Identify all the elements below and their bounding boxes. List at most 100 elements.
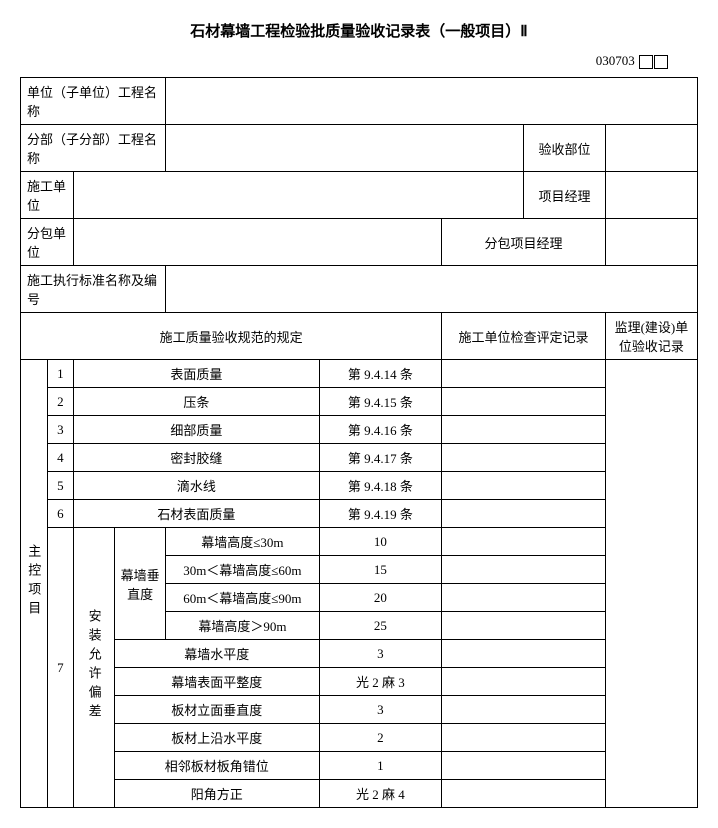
row-check bbox=[442, 528, 606, 556]
table-row: 4 密封胶缝 第 9.4.17 条 bbox=[21, 444, 698, 472]
doc-number: 030703 bbox=[20, 53, 698, 69]
cond: 板材立面垂直度 bbox=[115, 696, 320, 724]
table-row: 相邻板材板角错位 1 bbox=[21, 752, 698, 780]
val: 25 bbox=[319, 612, 442, 640]
subcontract-label: 分包单位 bbox=[21, 219, 74, 266]
std-label: 施工执行标准名称及编号 bbox=[21, 266, 166, 313]
row-num: 5 bbox=[47, 472, 74, 500]
cond: 30m＜幕墙高度≤60m bbox=[166, 556, 319, 584]
val: 20 bbox=[319, 584, 442, 612]
construct-unit-value bbox=[74, 172, 524, 219]
table-row: 幕墙水平度 3 bbox=[21, 640, 698, 668]
row-check bbox=[442, 612, 606, 640]
row-check bbox=[442, 640, 606, 668]
row-check bbox=[442, 388, 606, 416]
header-row: 分部（子分部）工程名称 验收部位 bbox=[21, 125, 698, 172]
val: 光 2 麻 4 bbox=[319, 780, 442, 808]
accept-dept-label: 验收部位 bbox=[524, 125, 606, 172]
row-clause: 第 9.4.18 条 bbox=[319, 472, 442, 500]
sub-pm-label: 分包项目经理 bbox=[442, 219, 606, 266]
checkbox-2 bbox=[654, 55, 668, 69]
val: 15 bbox=[319, 556, 442, 584]
val: 10 bbox=[319, 528, 442, 556]
row-check bbox=[442, 444, 606, 472]
row-item: 细部质量 bbox=[74, 416, 319, 444]
table-row: 阳角方正 光 2 麻 4 bbox=[21, 780, 698, 808]
row-check bbox=[442, 780, 606, 808]
col-header-row: 施工质量验收规范的规定 施工单位检查评定记录 监理(建设)单位验收记录 bbox=[21, 313, 698, 360]
construct-unit-label: 施工单位 bbox=[21, 172, 74, 219]
table-row: 6 石材表面质量 第 9.4.19 条 bbox=[21, 500, 698, 528]
val: 2 bbox=[319, 724, 442, 752]
val: 3 bbox=[319, 696, 442, 724]
table-row: 幕墙表面平整度 光 2 麻 3 bbox=[21, 668, 698, 696]
cond: 幕墙水平度 bbox=[115, 640, 320, 668]
row-num: 7 bbox=[47, 528, 74, 808]
row-num: 4 bbox=[47, 444, 74, 472]
std-value bbox=[166, 266, 698, 313]
row-item: 压条 bbox=[74, 388, 319, 416]
table-row: 5 滴水线 第 9.4.18 条 bbox=[21, 472, 698, 500]
row-check bbox=[442, 696, 606, 724]
cond: 阳角方正 bbox=[115, 780, 320, 808]
header-row: 分包单位 分包项目经理 bbox=[21, 219, 698, 266]
cond: 幕墙表面平整度 bbox=[115, 668, 320, 696]
checkbox-1 bbox=[639, 55, 653, 69]
page-title: 石材幕墙工程检验批质量验收记录表（一般项目）Ⅱ bbox=[20, 20, 698, 41]
val: 1 bbox=[319, 752, 442, 780]
spec-col: 施工质量验收规范的规定 bbox=[21, 313, 442, 360]
row-item: 表面质量 bbox=[74, 360, 319, 388]
pm-value bbox=[605, 172, 697, 219]
sub-label: 幕墙垂直度 bbox=[115, 528, 166, 640]
row-item: 石材表面质量 bbox=[74, 500, 319, 528]
table-row: 板材上沿水平度 2 bbox=[21, 724, 698, 752]
row-num: 6 bbox=[47, 500, 74, 528]
row-item: 密封胶缝 bbox=[74, 444, 319, 472]
val: 光 2 麻 3 bbox=[319, 668, 442, 696]
sub-pm-value bbox=[605, 219, 697, 266]
sub-name-value bbox=[166, 125, 524, 172]
row-check bbox=[442, 500, 606, 528]
contractor-col: 施工单位检查评定记录 bbox=[442, 313, 606, 360]
row-check bbox=[442, 584, 606, 612]
group-label: 安装允许偏差 bbox=[74, 528, 115, 808]
row-clause: 第 9.4.15 条 bbox=[319, 388, 442, 416]
row-num: 2 bbox=[47, 388, 74, 416]
table-row: 3 细部质量 第 9.4.16 条 bbox=[21, 416, 698, 444]
cond: 幕墙高度＞90m bbox=[166, 612, 319, 640]
cond: 板材上沿水平度 bbox=[115, 724, 320, 752]
cond: 60m＜幕墙高度≤90m bbox=[166, 584, 319, 612]
table-row: 7 安装允许偏差 幕墙垂直度 幕墙高度≤30m 10 bbox=[21, 528, 698, 556]
row-clause: 第 9.4.17 条 bbox=[319, 444, 442, 472]
accept-dept-value bbox=[605, 125, 697, 172]
table-row: 板材立面垂直度 3 bbox=[21, 696, 698, 724]
row-check bbox=[442, 472, 606, 500]
sub-name-label: 分部（子分部）工程名称 bbox=[21, 125, 166, 172]
subcontract-value bbox=[74, 219, 442, 266]
unit-name-value bbox=[166, 78, 698, 125]
header-row: 施工单位 项目经理 bbox=[21, 172, 698, 219]
row-check bbox=[442, 360, 606, 388]
row-clause: 第 9.4.16 条 bbox=[319, 416, 442, 444]
supervisor-cell bbox=[605, 360, 697, 808]
row-check bbox=[442, 668, 606, 696]
row-item: 滴水线 bbox=[74, 472, 319, 500]
pm-label: 项目经理 bbox=[524, 172, 606, 219]
header-row: 单位（子单位）工程名称 bbox=[21, 78, 698, 125]
inspection-table: 单位（子单位）工程名称 分部（子分部）工程名称 验收部位 施工单位 项目经理 分… bbox=[20, 77, 698, 808]
cond: 幕墙高度≤30m bbox=[166, 528, 319, 556]
row-num: 3 bbox=[47, 416, 74, 444]
row-clause: 第 9.4.19 条 bbox=[319, 500, 442, 528]
table-row: 主控项目 1 表面质量 第 9.4.14 条 bbox=[21, 360, 698, 388]
row-check bbox=[442, 416, 606, 444]
row-check bbox=[442, 724, 606, 752]
doc-number-text: 030703 bbox=[596, 53, 635, 68]
cond: 相邻板材板角错位 bbox=[115, 752, 320, 780]
unit-name-label: 单位（子单位）工程名称 bbox=[21, 78, 166, 125]
header-row: 施工执行标准名称及编号 bbox=[21, 266, 698, 313]
supervisor-col: 监理(建设)单位验收记录 bbox=[605, 313, 697, 360]
section-label: 主控项目 bbox=[21, 360, 48, 808]
row-check bbox=[442, 752, 606, 780]
val: 3 bbox=[319, 640, 442, 668]
row-num: 1 bbox=[47, 360, 74, 388]
